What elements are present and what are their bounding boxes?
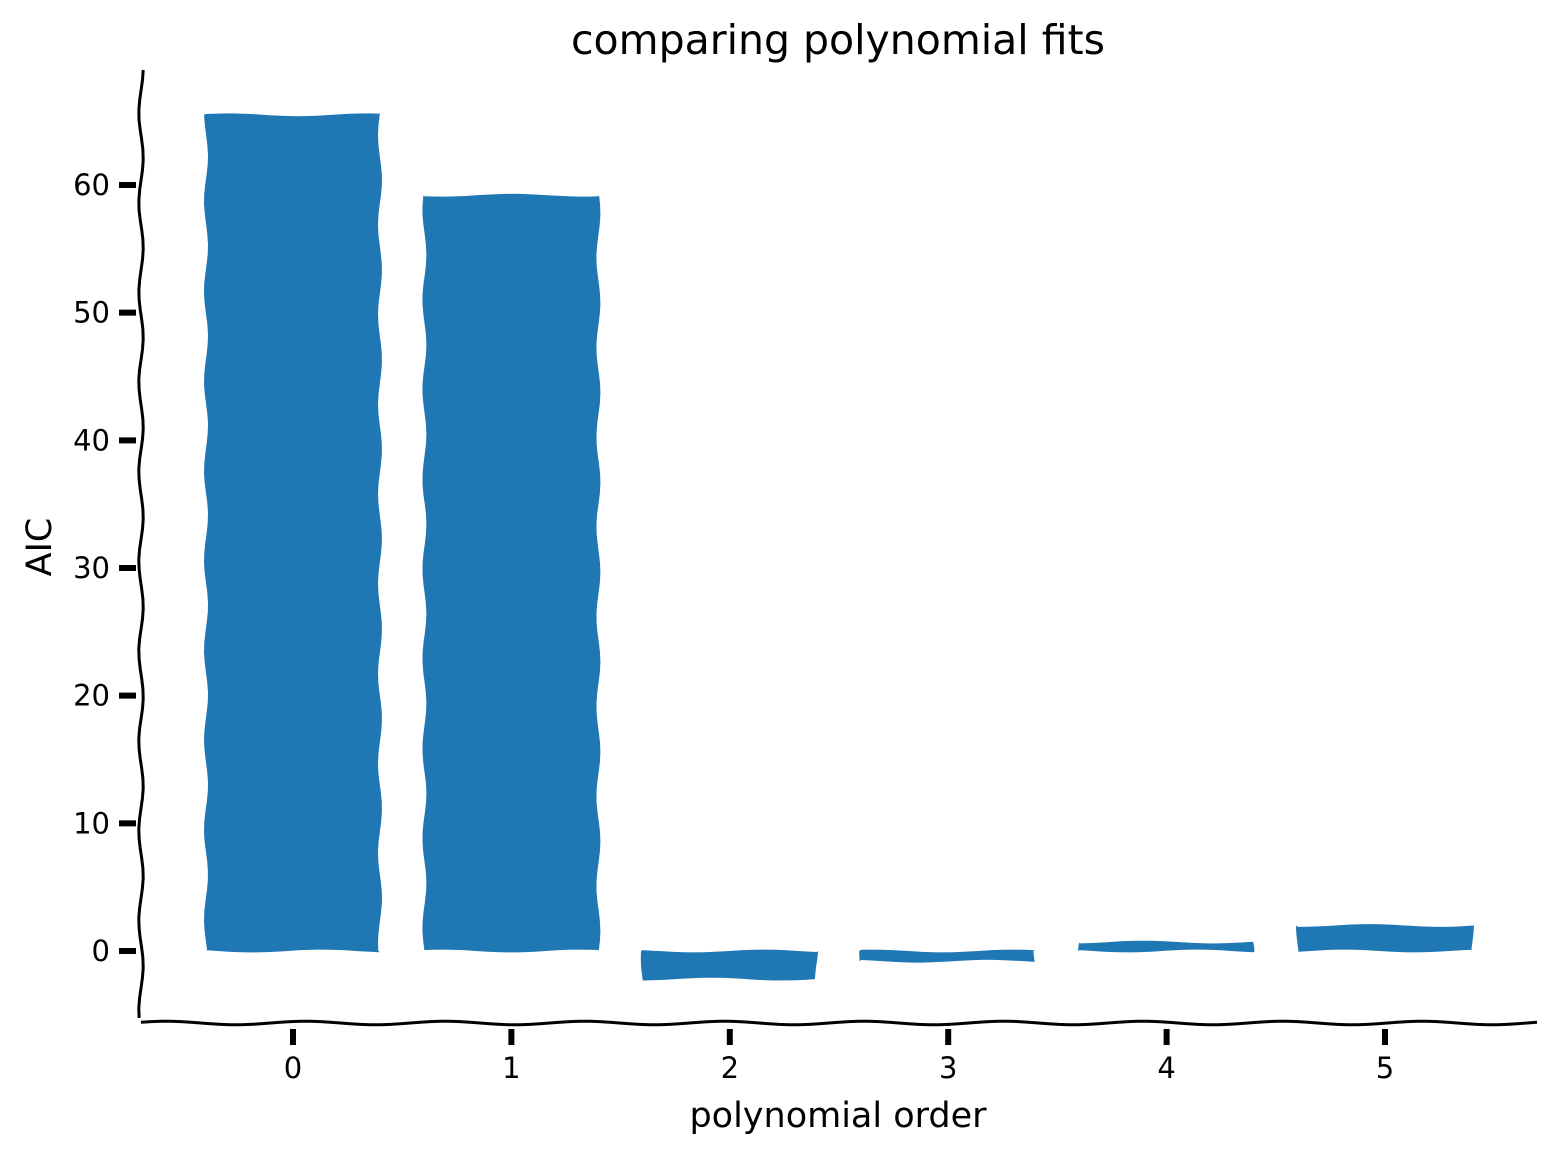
x-axis-spine [140, 1019, 1538, 1027]
y-tick-label: 0 [92, 934, 110, 968]
x-tick-label: 2 [721, 1051, 739, 1085]
y-tick-label: 60 [73, 168, 110, 202]
x-tick-label: 3 [939, 1051, 957, 1085]
y-tick-label: 50 [73, 296, 110, 330]
y-axis-spine [137, 69, 145, 1019]
x-axis-label: polynomial order [689, 1096, 987, 1136]
bar-2 [640, 949, 819, 981]
bar-1 [422, 193, 601, 953]
y-tick-label: 10 [73, 806, 110, 840]
plot-area: 0 10 20 30 40 50 60 0 1 2 3 4 5 [73, 69, 1538, 1085]
bar-5 [1296, 924, 1474, 953]
y-tick-label: 30 [73, 551, 110, 585]
y-ticks: 0 10 20 30 40 50 60 [73, 168, 136, 968]
bar-4 [1078, 940, 1255, 953]
x-ticks: 0 1 2 3 4 5 [284, 1029, 1394, 1085]
x-tick-label: 5 [1376, 1051, 1394, 1085]
x-tick-label: 1 [502, 1051, 520, 1085]
x-tick-label: 4 [1157, 1051, 1175, 1085]
bar-0 [204, 113, 382, 953]
y-tick-label: 20 [73, 679, 110, 713]
y-tick-label: 40 [73, 423, 110, 457]
x-tick-label: 0 [284, 1051, 302, 1085]
y-axis-label: AIC [20, 518, 60, 577]
bar-3 [859, 949, 1036, 963]
bars [204, 113, 1474, 981]
chart-title: comparing polynomial fits [571, 16, 1105, 64]
